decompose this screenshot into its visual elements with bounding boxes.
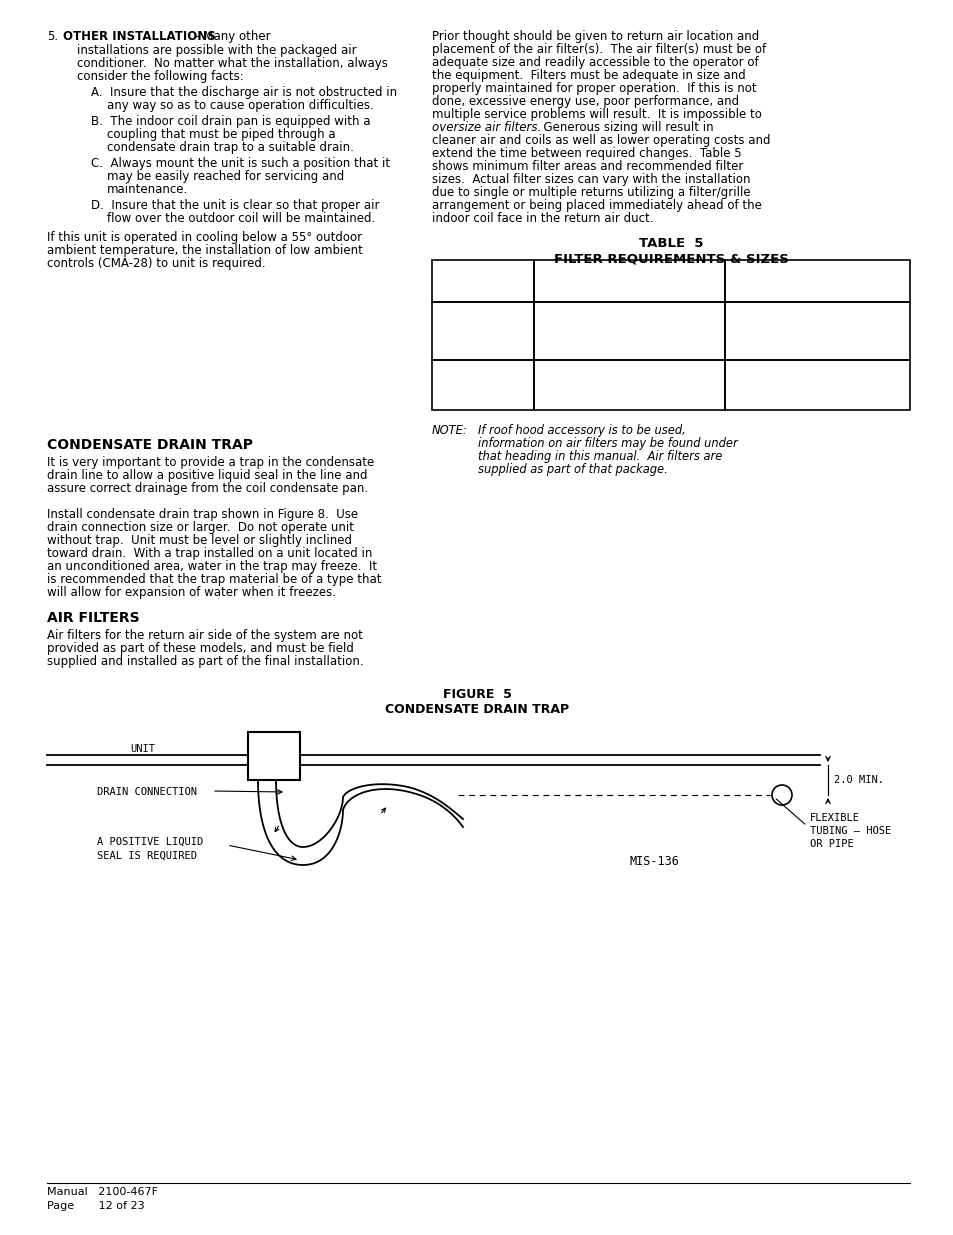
Text: CONDENSATE DRAIN TRAP: CONDENSATE DRAIN TRAP	[47, 438, 253, 452]
Text: TUBING – HOSE: TUBING – HOSE	[809, 826, 890, 836]
Text: UNIT: UNIT	[130, 743, 154, 755]
Text: consider the following facts:: consider the following facts:	[77, 70, 244, 83]
Text: coupling that must be piped through a: coupling that must be piped through a	[107, 128, 335, 141]
Text: Air filters for the return air side of the system are not: Air filters for the return air side of t…	[47, 629, 362, 642]
Text: the equipment.  Filters must be adequate in size and: the equipment. Filters must be adequate …	[432, 69, 745, 82]
Text: arrangement or being placed immediately ahead of the: arrangement or being placed immediately …	[432, 199, 761, 212]
Text: A.  Insure that the discharge air is not obstructed in: A. Insure that the discharge air is not …	[91, 86, 396, 99]
Text: extend the time between required changes.  Table 5: extend the time between required changes…	[432, 147, 740, 161]
Bar	[724, 303, 909, 359]
Bar	[432, 303, 534, 359]
Text: supplied and installed as part of the final installation.: supplied and installed as part of the fi…	[47, 655, 363, 668]
Text: installations are possible with the packaged air: installations are possible with the pack…	[77, 44, 356, 57]
Text: may be easily reached for servicing and: may be easily reached for servicing and	[107, 170, 344, 183]
Text: cleaner air and coils as well as lower operating costs and: cleaner air and coils as well as lower o…	[432, 135, 770, 147]
Text: DRAIN CONNECTION: DRAIN CONNECTION	[97, 787, 196, 797]
Text: provided as part of these models, and must be field: provided as part of these models, and mu…	[47, 642, 354, 655]
Text: shows minimum filter areas and recommended filter: shows minimum filter areas and recommend…	[432, 161, 742, 173]
Text: without trap.  Unit must be level or slightly inclined: without trap. Unit must be level or slig…	[47, 534, 352, 547]
Text: FILTER REQUIREMENTS & SIZES: FILTER REQUIREMENTS & SIZES	[553, 252, 787, 266]
Text: oversize air filters.: oversize air filters.	[432, 121, 540, 135]
Text: OR PIPE: OR PIPE	[809, 839, 853, 848]
Text: adequate size and readily accessible to the operator of: adequate size and readily accessible to …	[432, 56, 758, 69]
Text: SEAL IS REQUIRED: SEAL IS REQUIRED	[97, 851, 196, 861]
Text: 5.: 5.	[47, 30, 58, 43]
Text: MIS-136: MIS-136	[629, 855, 679, 868]
Text: drain line to allow a positive liquid seal in the line and: drain line to allow a positive liquid se…	[47, 469, 367, 482]
Text: FLEXIBLE: FLEXIBLE	[809, 813, 859, 823]
Text: It is very important to provide a trap in the condensate: It is very important to provide a trap i…	[47, 456, 374, 469]
Text: sizes.  Actual filter sizes can vary with the installation: sizes. Actual filter sizes can vary with…	[432, 173, 750, 186]
Text: TABLE  5: TABLE 5	[639, 237, 702, 249]
Text: toward drain.  With a trap installed on a unit located in: toward drain. With a trap installed on a…	[47, 547, 372, 559]
Text: CONDENSATE DRAIN TRAP: CONDENSATE DRAIN TRAP	[384, 703, 569, 716]
Text: properly maintained for proper operation.  If this is not: properly maintained for proper operation…	[432, 82, 756, 95]
Text: D.  Insure that the unit is clear so that proper air: D. Insure that the unit is clear so that…	[91, 199, 379, 212]
Bar	[724, 261, 909, 303]
Bar	[534, 303, 724, 359]
Text: AIR FILTERS: AIR FILTERS	[47, 611, 139, 625]
Bar	[432, 359, 534, 410]
Text: placement of the air filter(s).  The air filter(s) must be of: placement of the air filter(s). The air …	[432, 43, 765, 56]
Text: Manual   2100-467F: Manual 2100-467F	[47, 1187, 158, 1197]
Text: ambient temperature, the installation of low ambient: ambient temperature, the installation of…	[47, 245, 362, 257]
Text: Generous sizing will result in: Generous sizing will result in	[536, 121, 713, 135]
Text: information on air filters may be found under: information on air filters may be found …	[477, 437, 737, 450]
Text: A POSITIVE LIQUID: A POSITIVE LIQUID	[97, 837, 203, 847]
Text: conditioner.  No matter what the installation, always: conditioner. No matter what the installa…	[77, 57, 388, 70]
Text: OTHER INSTALLATIONS: OTHER INSTALLATIONS	[63, 30, 215, 43]
Text: indoor coil face in the return air duct.: indoor coil face in the return air duct.	[432, 212, 653, 225]
Text: FIGURE  5: FIGURE 5	[442, 688, 511, 701]
Text: assure correct drainage from the coil condensate pan.: assure correct drainage from the coil co…	[47, 482, 368, 495]
Text: If roof hood accessory is to be used,: If roof hood accessory is to be used,	[477, 424, 685, 437]
Text: Prior thought should be given to return air location and: Prior thought should be given to return …	[432, 30, 759, 43]
Text: is recommended that the trap material be of a type that: is recommended that the trap material be…	[47, 573, 381, 585]
Text: supplied as part of that package.: supplied as part of that package.	[477, 463, 667, 475]
Text: controls (CMA-28) to unit is required.: controls (CMA-28) to unit is required.	[47, 257, 265, 270]
Text: C.  Always mount the unit is such a position that it: C. Always mount the unit is such a posit…	[91, 157, 390, 170]
Text: – Many other: – Many other	[190, 30, 271, 43]
Text: will allow for expansion of water when it freezes.: will allow for expansion of water when i…	[47, 585, 335, 599]
Bar	[534, 261, 724, 303]
Text: any way so as to cause operation difficulties.: any way so as to cause operation difficu…	[107, 99, 374, 112]
Bar	[432, 261, 534, 303]
Text: Install condensate drain trap shown in Figure 8.  Use: Install condensate drain trap shown in F…	[47, 508, 357, 521]
Text: due to single or multiple returns utilizing a filter/grille: due to single or multiple returns utiliz…	[432, 186, 750, 199]
Text: done, excessive energy use, poor performance, and: done, excessive energy use, poor perform…	[432, 95, 739, 107]
Text: multiple service problems will result.  It is impossible to: multiple service problems will result. I…	[432, 107, 761, 121]
Bar	[534, 359, 724, 410]
Text: 2.0 MIN.: 2.0 MIN.	[833, 776, 883, 785]
Text: maintenance.: maintenance.	[107, 183, 188, 196]
Text: NOTE:: NOTE:	[432, 424, 467, 437]
Text: B.  The indoor coil drain pan is equipped with a: B. The indoor coil drain pan is equipped…	[91, 115, 370, 128]
Text: condensate drain trap to a suitable drain.: condensate drain trap to a suitable drai…	[107, 141, 354, 154]
Bar	[724, 359, 909, 410]
Bar	[248, 732, 299, 781]
Text: that heading in this manual.  Air filters are: that heading in this manual. Air filters…	[477, 450, 721, 463]
Text: If this unit is operated in cooling below a 55° outdoor: If this unit is operated in cooling belo…	[47, 231, 362, 245]
Text: an unconditioned area, water in the trap may freeze.  It: an unconditioned area, water in the trap…	[47, 559, 376, 573]
Text: Page       12 of 23: Page 12 of 23	[47, 1200, 145, 1212]
Text: drain connection size or larger.  Do not operate unit: drain connection size or larger. Do not …	[47, 521, 354, 534]
Text: flow over the outdoor coil will be maintained.: flow over the outdoor coil will be maint…	[107, 212, 375, 225]
